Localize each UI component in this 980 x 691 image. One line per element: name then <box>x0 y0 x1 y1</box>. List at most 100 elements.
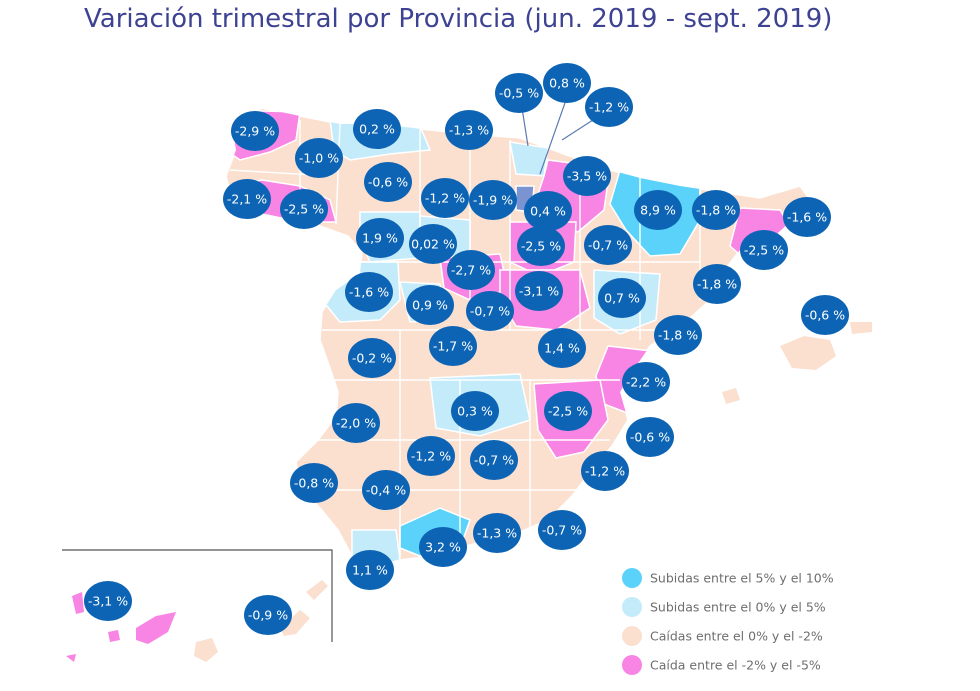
bubble-label: -1,2 % <box>411 449 451 464</box>
value-bubble-almeria: -0,7 % <box>538 510 586 550</box>
bubble-shape <box>517 226 565 266</box>
value-bubble-barcelona: -2,5 % <box>740 230 788 270</box>
value-bubble-castellon: -1,8 % <box>654 315 702 355</box>
bubble-shape <box>348 338 396 378</box>
value-bubble-murcia: -1,2 % <box>581 451 629 491</box>
bubble-shape <box>345 272 393 312</box>
map-title: Variación trimestral por Provincia (jun.… <box>84 4 833 34</box>
bubble-label: -0,5 % <box>499 86 539 101</box>
value-bubble-baleares: -0,6 % <box>801 295 849 335</box>
bubble-shape <box>244 595 292 635</box>
value-bubbles: -2,9 % -1,0 % -2,1 % -2,5 % 0,2 % -1,3 % -0,5 … <box>84 63 849 635</box>
bubble-shape <box>280 189 328 229</box>
value-bubble-lugo: -1,0 % <box>295 138 343 178</box>
region-bizkaia <box>509 141 549 177</box>
bubble-shape <box>231 111 279 151</box>
bubble-shape <box>654 315 702 355</box>
bubble-label: -1,3 % <box>477 526 517 541</box>
bubble-shape <box>451 391 499 431</box>
bubble-shape <box>223 179 271 219</box>
bubble-label: -0,7 % <box>474 453 514 468</box>
mallorca-shape <box>780 336 836 370</box>
bubble-label: -2,7 % <box>451 263 491 278</box>
value-bubble-navarra: -3,5 % <box>563 156 611 196</box>
gomera-shape <box>108 630 120 642</box>
legend-label: Subidas entre el 0% y el 5% <box>650 600 826 615</box>
value-bubble-tenerife: -3,1 % <box>84 581 132 621</box>
legend-swatch <box>622 626 642 646</box>
value-bubble-alava: 0,4 % <box>524 191 572 231</box>
value-bubble-asturias: 0,2 % <box>353 109 401 149</box>
bubble-label: -3,5 % <box>567 169 607 184</box>
bubble-shape <box>538 510 586 550</box>
bubble-label: -2,0 % <box>336 416 376 431</box>
value-bubble-cordoba: -1,2 % <box>407 436 455 476</box>
bubble-label: -2,5 % <box>521 239 561 254</box>
bubble-label: 0,8 % <box>549 76 585 91</box>
ibiza-shape <box>722 388 740 404</box>
bubble-shape <box>543 63 591 103</box>
legend-label: Subidas entre el 5% y el 10% <box>650 571 834 586</box>
value-bubble-guadalajara: -3,1 % <box>515 271 563 311</box>
value-bubble-segovia: -0,7 % <box>466 291 514 331</box>
baleares-islands <box>722 322 872 404</box>
value-bubble-albacete: -2,5 % <box>544 391 592 431</box>
bubble-label: -0,7 % <box>542 523 582 538</box>
bubble-shape <box>692 190 740 230</box>
value-bubble-salamanca: -1,6 % <box>345 272 393 312</box>
value-bubble-caceres: -0,2 % <box>348 338 396 378</box>
bubble-shape <box>469 180 517 220</box>
bubble-shape <box>598 278 646 318</box>
legend-swatch <box>622 597 642 617</box>
legend-label: Caídas entre el 0% y el -2% <box>650 629 823 644</box>
bubble-label: 0,4 % <box>530 204 566 219</box>
menorca-shape <box>850 322 872 334</box>
legend-swatch <box>622 655 642 675</box>
bubble-label: -0,6 % <box>630 430 670 445</box>
bubble-shape <box>356 218 404 258</box>
bubble-label: -0,6 % <box>368 175 408 190</box>
gran-canaria-shape <box>194 638 218 662</box>
value-bubble-madrid: -1,7 % <box>429 326 477 366</box>
bubble-label: -1,2 % <box>589 100 629 115</box>
bubble-shape <box>693 264 741 304</box>
value-bubble-malaga: 3,2 % <box>419 527 467 567</box>
bubble-shape <box>495 73 543 113</box>
bubble-label: 0,7 % <box>604 291 640 306</box>
value-bubble-avila: 0,9 % <box>406 285 454 325</box>
bubble-label: 1,4 % <box>544 341 580 356</box>
bubble-label: -0,7 % <box>470 304 510 319</box>
leader-lines <box>521 99 597 175</box>
bubble-label: -1,2 % <box>425 191 465 206</box>
bubble-label: 8,9 % <box>640 203 676 218</box>
bubble-label: -0,4 % <box>366 483 406 498</box>
bubble-label: 1,9 % <box>362 231 398 246</box>
bubble-label: -0,7 % <box>588 238 628 253</box>
canarias-inset-frame <box>62 549 333 642</box>
bubble-label: -0,8 % <box>294 476 334 491</box>
value-bubble-valladolid: -2,7 % <box>447 250 495 290</box>
value-bubble-navarra-n: -1,2 % <box>585 87 633 127</box>
bubble-label: 0,02 % <box>411 237 455 252</box>
bubble-shape <box>429 326 477 366</box>
bubble-label: -2,2 % <box>626 375 666 390</box>
value-bubble-girona: -1,6 % <box>783 197 831 237</box>
value-bubble-pontevedra: -2,1 % <box>223 179 271 219</box>
bubble-shape <box>445 110 493 150</box>
value-bubble-cadiz: 1,1 % <box>346 550 394 590</box>
bubble-shape <box>563 156 611 196</box>
leader-line-navarra <box>561 117 597 141</box>
bubble-label: -1,3 % <box>449 123 489 138</box>
bubble-shape <box>470 440 518 480</box>
bubble-shape <box>801 295 849 335</box>
value-bubble-la-rioja: -1,9 % <box>469 180 517 220</box>
bubble-label: -3,1 % <box>88 594 128 609</box>
value-bubble-a-coruna: -2,9 % <box>231 111 279 151</box>
bubble-shape <box>447 250 495 290</box>
tenerife-shape <box>136 612 176 644</box>
bubble-label: 1,1 % <box>352 563 388 578</box>
canary-islands <box>66 580 328 662</box>
bubble-shape <box>421 178 469 218</box>
bubble-shape <box>626 417 674 457</box>
